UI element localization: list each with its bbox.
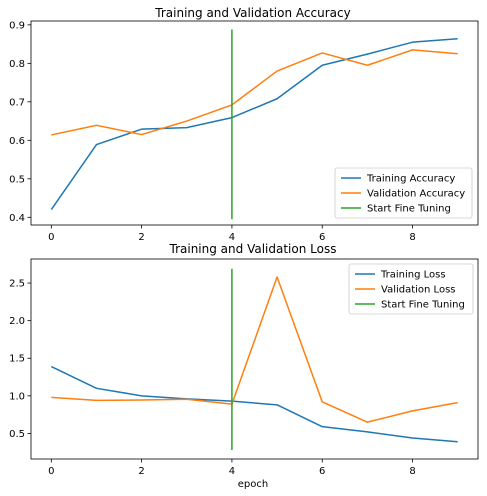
loss-y-tick-label: 1.0 [9,391,25,402]
accuracy-series-line-validation-accuracy [51,49,458,136]
loss-chart: Training and Validation Loss 0 2 4 6 8 0.5 1.0… [9,242,479,490]
accuracy-plot-frame [30,20,479,226]
accuracy-y-tick-label: 0.5 [9,174,25,185]
loss-x-tick-label: 2 [138,466,144,477]
loss-x-tick-label: 8 [409,466,415,477]
accuracy-legend-label: Validation Accuracy [367,189,465,200]
loss-series-line-training-loss [50,365,458,443]
loss-series-line-validation-loss [51,276,458,423]
loss-lines [50,268,458,450]
loss-y-tick-label: 2.5 [9,279,25,290]
accuracy-y-tick-label: 0.8 [9,59,25,70]
accuracy-x-tick-label: 2 [138,232,144,243]
loss-x-tick-label: 4 [229,466,235,477]
loss-x-tick-label: 6 [319,466,325,477]
accuracy-x-tick-label: 6 [319,232,325,243]
loss-legend-label: Training Loss [380,270,446,281]
loss-y-tick-label: 2.0 [9,316,25,327]
loss-legend-label: Start Fine Tuning [381,300,465,311]
accuracy-legend-label: Start Fine Tuning [367,204,451,215]
accuracy-x-tick-label: 0 [48,232,54,243]
loss-x-axis-label: epoch [238,479,268,490]
accuracy-x-tick-label: 4 [229,232,235,243]
loss-plot-frame [30,258,479,460]
accuracy-y-tick-label: 0.7 [9,97,25,108]
accuracy-chart-title: Training and Validation Accuracy [154,6,350,20]
accuracy-series-line-training-accuracy [50,37,458,211]
loss-legend-box [348,263,474,315]
accuracy-y-tick-label: 0.4 [9,213,25,224]
accuracy-ticks: 0 2 4 6 8 0.4 0.5 0.6 0.7 0.8 0.9 [9,20,416,243]
loss-x-tick-label: 0 [48,466,54,477]
loss-ticks: 0 2 4 6 8 0.5 1.0 1.5 2.0 2.5 [9,279,416,477]
loss-y-tick-label: 0.5 [9,429,25,440]
loss-legend: Training Loss Validation Loss Start Fine T… [348,263,474,315]
loss-legend-label: Validation Loss [381,285,456,296]
accuracy-legend: Training Accuracy Validation Accuracy Star… [334,167,473,219]
loss-chart-title: Training and Validation Loss [169,242,337,256]
accuracy-y-tick-label: 0.6 [9,136,25,147]
accuracy-legend-box [334,167,473,219]
accuracy-chart: Training and Validation Accuracy 0 2 4 6 8 0.… [9,6,479,243]
loss-y-tick-label: 1.5 [9,354,25,365]
accuracy-lines [50,29,458,220]
accuracy-y-tick-label: 0.9 [9,20,25,31]
accuracy-x-tick-label: 8 [409,232,415,243]
accuracy-legend-label: Training Accuracy [366,174,455,185]
